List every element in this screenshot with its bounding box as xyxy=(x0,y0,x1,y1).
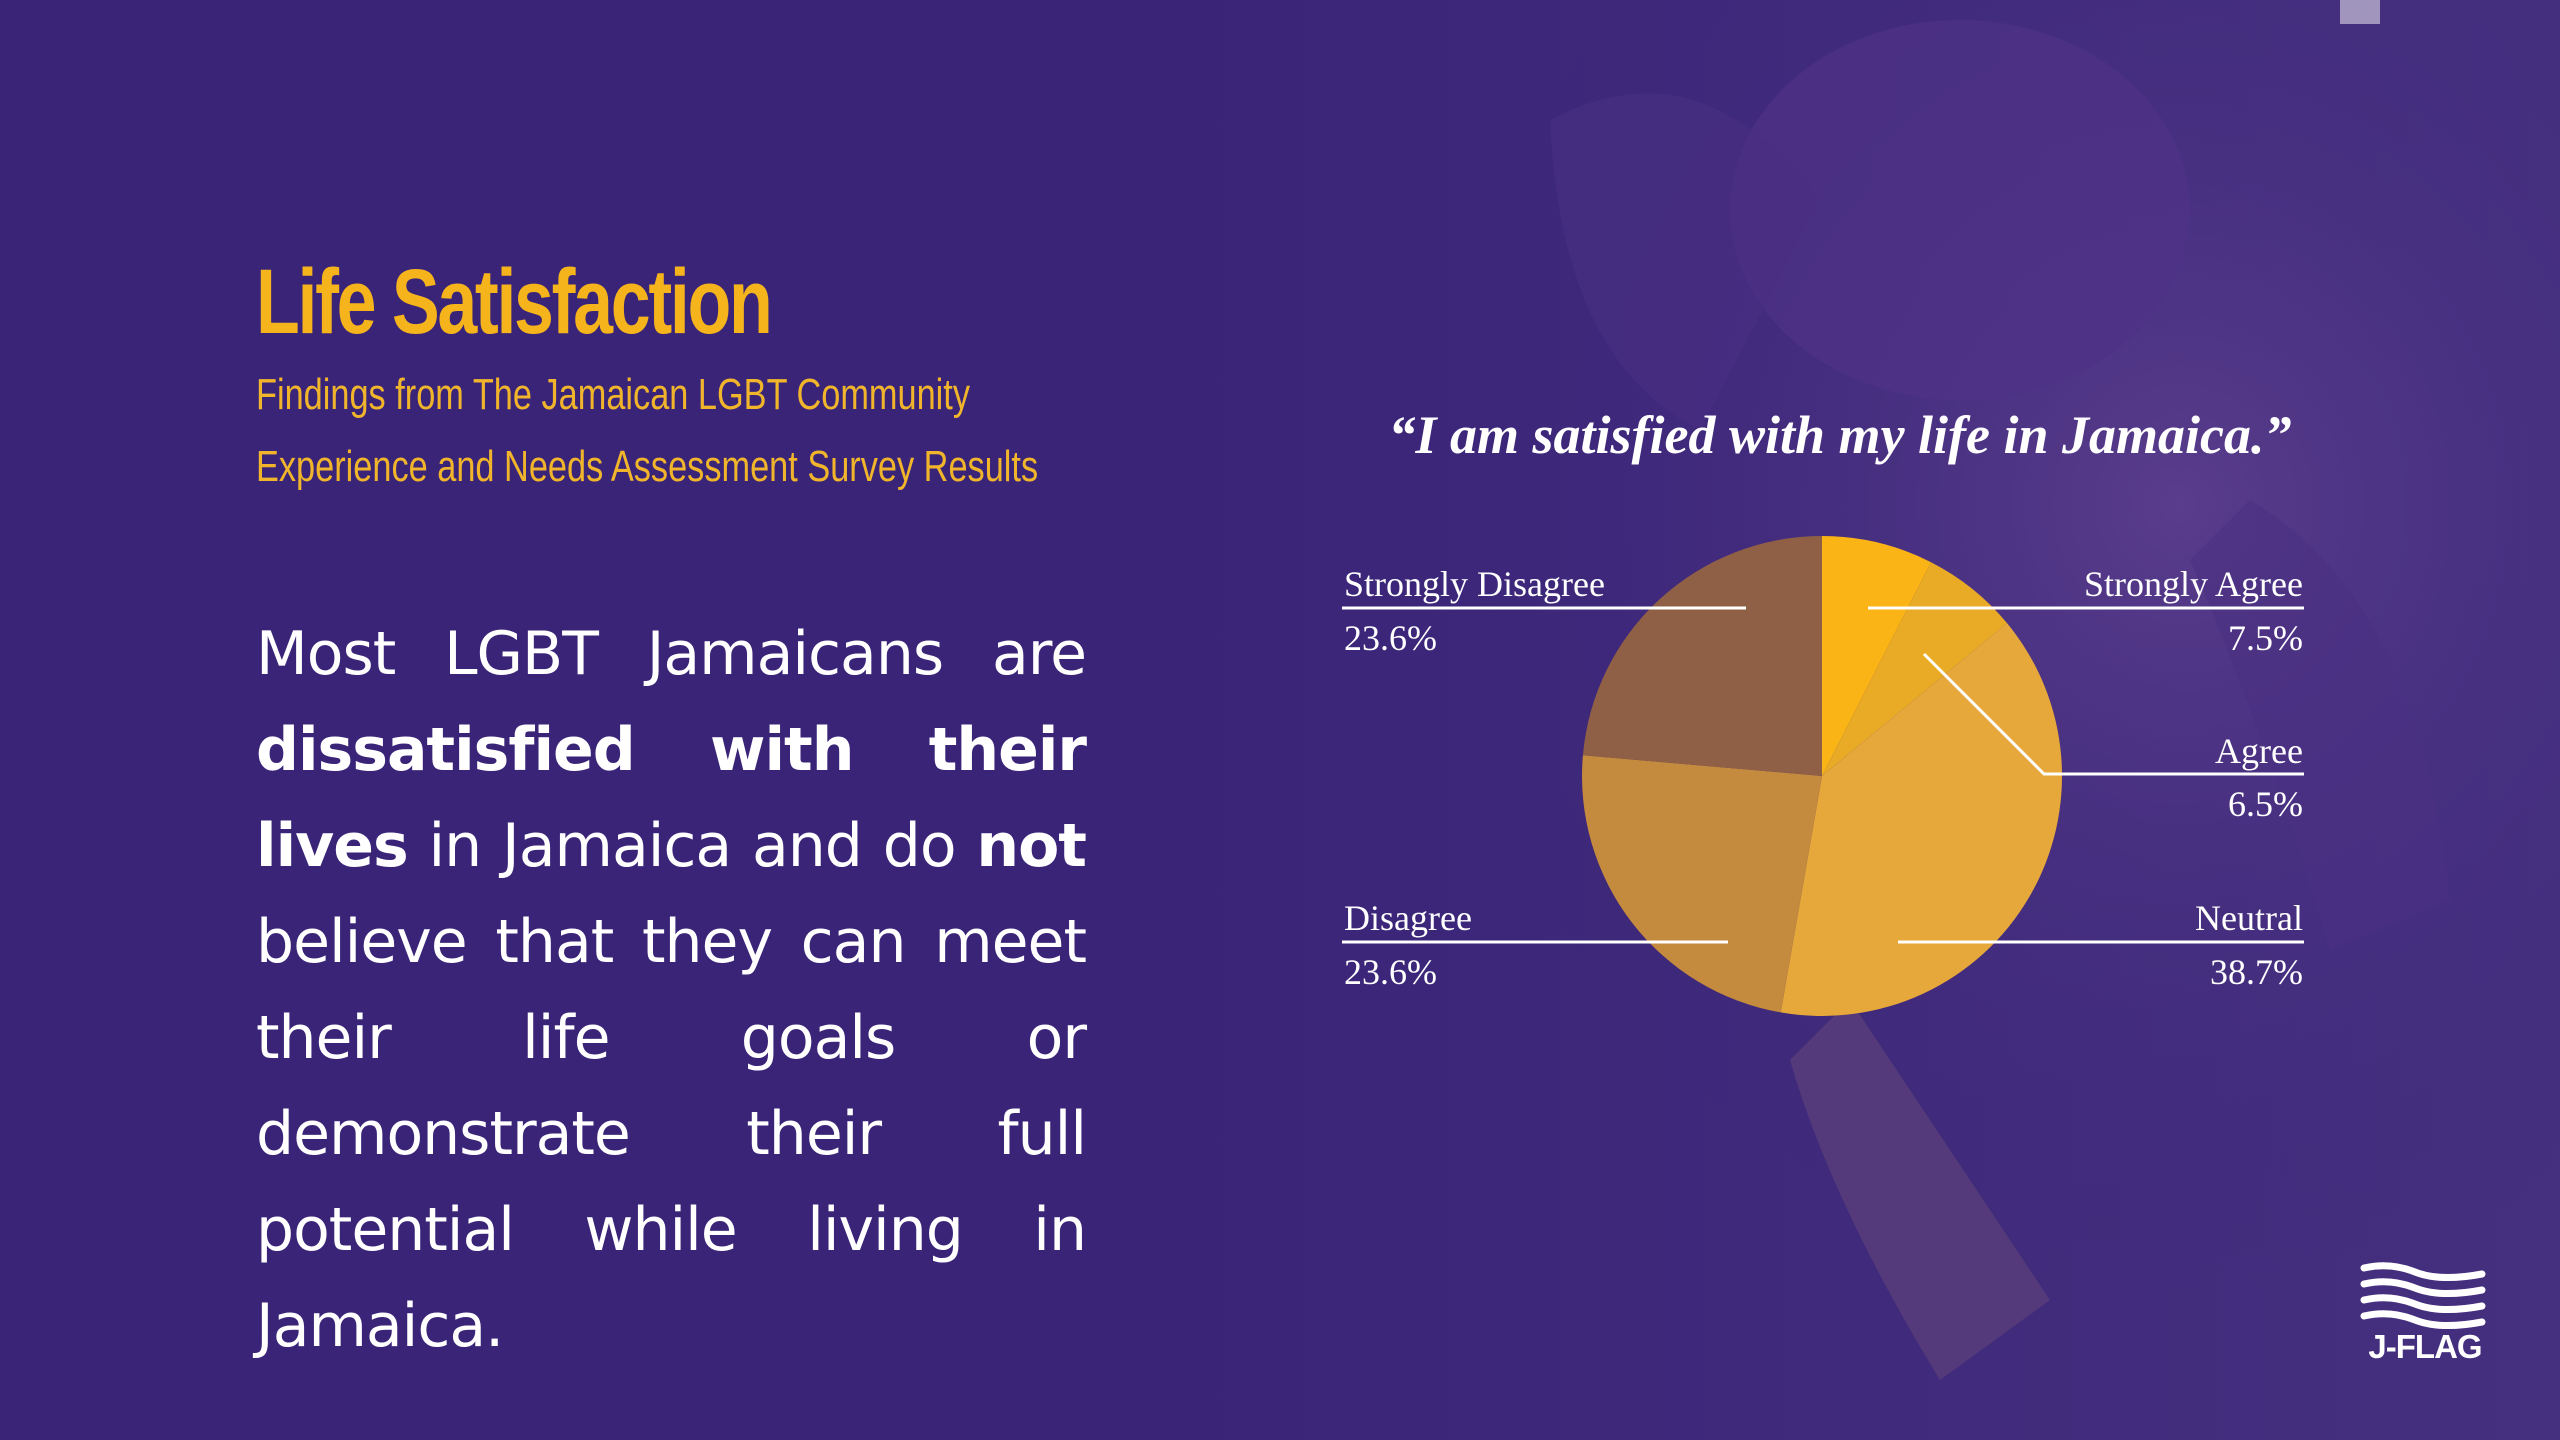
body-text-part-2: in Jamaica and do xyxy=(407,811,977,881)
slide-title: Life Satisfaction xyxy=(256,251,773,353)
body-text-part-3: believe that they can meet their life go… xyxy=(256,907,1087,1361)
value-disagree: 23.6% xyxy=(1344,952,1437,992)
flag-waves-icon xyxy=(2360,1262,2486,1330)
label-strongly-agree: Strongly Agree xyxy=(2084,564,2303,604)
label-strongly-disagree: Strongly Disagree xyxy=(1344,564,1605,604)
value-strongly-agree: 7.5% xyxy=(2228,618,2303,658)
jflag-logo: J-FLAG xyxy=(2360,1262,2486,1362)
slide-subtitle-line-1: Findings from The Jamaican LGBT Communit… xyxy=(256,370,971,419)
value-neutral: 38.7% xyxy=(2210,952,2303,992)
jflag-logo-text: J-FLAG xyxy=(2368,1328,2481,1362)
body-text-part-1: Most LGBT Jamaicans are xyxy=(256,619,1087,689)
label-disagree: Disagree xyxy=(1344,898,1472,938)
slide-subtitle-line-2: Experience and Needs Assessment Survey R… xyxy=(256,442,1039,491)
label-agree: Agree xyxy=(2215,731,2303,771)
body-paragraph: Most LGBT Jamaicans are dissatisfied wit… xyxy=(256,606,1087,1374)
pie-slice-disagree xyxy=(1582,755,1822,1013)
value-strongly-disagree: 23.6% xyxy=(1344,618,1437,658)
chart-title: “I am satisfied with my life in Jamaica.… xyxy=(1388,405,2292,465)
body-bold-dissatisfied: dissatisfied with their lives xyxy=(256,715,1087,881)
pie-leader-lines xyxy=(1342,606,2304,944)
pie-slice-agree xyxy=(1822,562,2008,776)
pie-slice-strongly-agree xyxy=(1822,536,1932,776)
body-bold-not: not xyxy=(976,811,1087,881)
pie-slice-strongly-disagree xyxy=(1582,536,1822,776)
leader-agree xyxy=(1922,652,2304,776)
label-neutral: Neutral xyxy=(2195,898,2303,938)
value-agree: 6.5% xyxy=(2228,784,2303,824)
